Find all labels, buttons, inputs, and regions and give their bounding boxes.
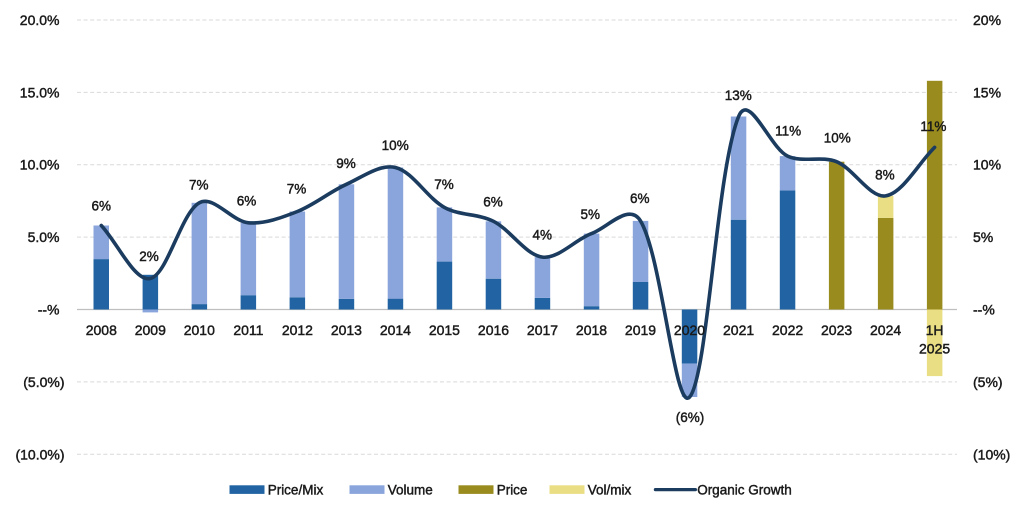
svg-text:2012: 2012 [282,322,313,338]
svg-text:15%: 15% [973,84,1001,100]
svg-text:Price: Price [497,482,528,497]
svg-text:10.0%: 10.0% [20,157,60,173]
svg-text:(5%): (5%) [973,374,1003,390]
svg-text:20.0%: 20.0% [20,12,60,28]
svg-text:Vol/mix: Vol/mix [588,482,632,497]
svg-text:1H: 1H [926,322,944,338]
svg-text:7%: 7% [287,182,307,197]
svg-text:--%: --% [38,302,60,318]
svg-text:(5.0%): (5.0%) [23,374,64,390]
svg-text:2023: 2023 [821,322,852,338]
svg-text:6%: 6% [483,194,503,209]
svg-text:8%: 8% [875,168,895,183]
svg-text:15.0%: 15.0% [20,84,60,100]
svg-text:6%: 6% [630,191,650,206]
svg-text:10%: 10% [973,157,1001,173]
svg-text:11%: 11% [775,124,801,139]
svg-text:2017: 2017 [527,322,558,338]
svg-text:5%: 5% [973,229,993,245]
svg-text:2016: 2016 [478,322,509,338]
svg-text:2021: 2021 [723,322,754,338]
svg-text:2%: 2% [139,249,159,264]
svg-text:7%: 7% [189,177,209,192]
svg-text:2010: 2010 [184,322,215,338]
svg-text:(10.0%): (10.0%) [15,446,64,462]
svg-text:2009: 2009 [135,322,166,338]
svg-text:2011: 2011 [233,322,263,338]
svg-text:4%: 4% [532,228,552,243]
svg-text:2015: 2015 [429,322,460,338]
svg-text:10%: 10% [824,131,851,146]
svg-text:10%: 10% [382,138,409,153]
svg-text:Organic Growth: Organic Growth [697,482,792,497]
svg-text:13%: 13% [725,88,752,103]
svg-text:Volume: Volume [388,482,433,497]
svg-text:9%: 9% [336,156,356,171]
svg-text:20%: 20% [973,12,1001,28]
svg-text:7%: 7% [434,177,454,192]
svg-text:2024: 2024 [870,322,901,338]
svg-text:--%: --% [973,302,995,318]
svg-text:(6%): (6%) [676,410,705,425]
svg-text:2013: 2013 [331,322,362,338]
svg-text:(10%): (10%) [973,446,1010,462]
svg-text:5%: 5% [581,207,601,222]
svg-text:2022: 2022 [772,322,803,338]
svg-text:2019: 2019 [625,322,656,338]
svg-text:5.0%: 5.0% [28,229,60,245]
svg-text:11%: 11% [920,119,946,134]
svg-text:2008: 2008 [86,322,117,338]
svg-text:6%: 6% [92,199,112,214]
svg-text:2020: 2020 [674,322,705,338]
svg-text:6%: 6% [237,193,257,208]
svg-text:2018: 2018 [576,322,607,338]
svg-text:2014: 2014 [380,322,411,338]
svg-text:2025: 2025 [919,340,950,356]
svg-text:Price/Mix: Price/Mix [268,482,324,497]
